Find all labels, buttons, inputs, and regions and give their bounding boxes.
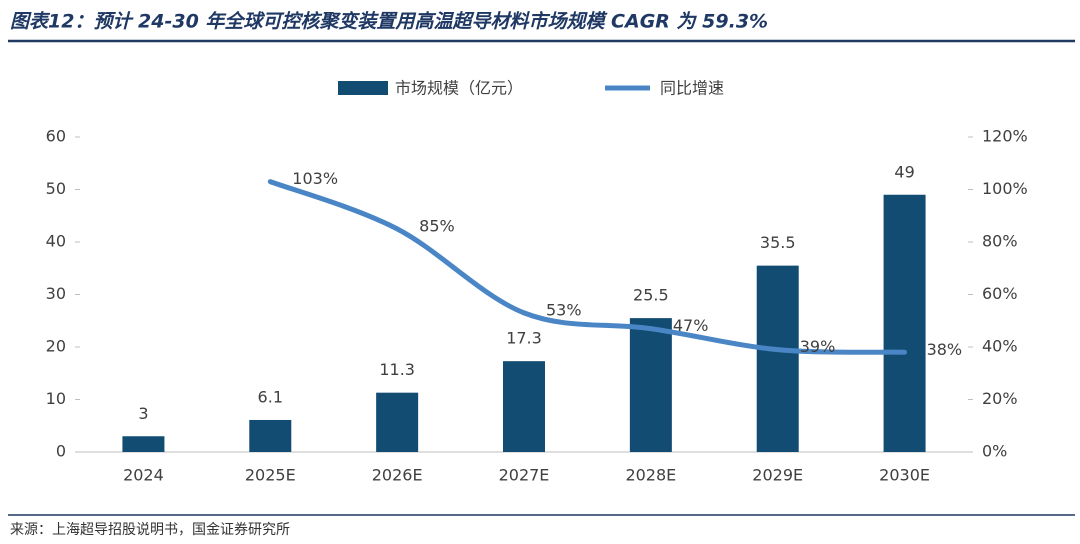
y-tick-label: 0 (56, 442, 66, 461)
x-tick-label: 2024 (123, 466, 164, 485)
line-value-label: 47% (673, 316, 709, 335)
y2-tick-label: 120% (982, 127, 1028, 146)
x-tick-label: 2029E (752, 466, 803, 485)
y2-tick-label: 100% (982, 179, 1028, 198)
y2-tick-label: 80% (982, 232, 1018, 251)
x-tick-label: 2030E (879, 466, 930, 485)
bar (376, 392, 419, 452)
y-tick-label: 40 (46, 232, 66, 251)
y-tick-label: 30 (46, 284, 66, 303)
y-tick-label: 50 (46, 179, 66, 198)
bar (249, 419, 292, 452)
bar-value-label: 35.5 (760, 233, 796, 252)
bar-value-label: 3 (138, 404, 148, 423)
bar-value-label: 49 (894, 162, 914, 181)
bar-value-label: 17.3 (506, 329, 542, 348)
y-tick-label: 20 (46, 337, 66, 356)
line-value-label: 53% (546, 300, 582, 319)
y2-tick-label: 40% (982, 337, 1018, 356)
line-value-label: 103% (292, 169, 338, 188)
legend-swatch (338, 81, 388, 95)
bar-value-label: 6.1 (258, 387, 283, 406)
line-value-label: 39% (800, 337, 836, 356)
y2-tick-label: 0% (982, 442, 1007, 461)
chart-title: 图表12：预计 24-30 年全球可控核聚变装置用高温超导材料市场规模 CAGR… (10, 11, 768, 33)
x-tick-label: 2026E (372, 466, 423, 485)
legend-label: 同比增速 (660, 79, 724, 98)
source-note: 来源：上海超导招股说明书，国金证券研究所 (10, 522, 290, 538)
bar (122, 436, 165, 452)
x-tick-label: 2027E (499, 466, 550, 485)
bar (883, 194, 926, 452)
growth-line (267, 179, 908, 355)
bar (629, 318, 672, 452)
x-tick-label: 2028E (625, 466, 676, 485)
x-tick-label: 2025E (245, 466, 296, 485)
y2-tick-label: 20% (982, 389, 1018, 408)
y2-tick-label: 60% (982, 284, 1018, 303)
bar (503, 361, 545, 452)
bar (756, 265, 799, 452)
bar-value-label: 25.5 (633, 286, 669, 305)
line-value-label: 38% (927, 340, 963, 359)
y-tick-label: 10 (46, 389, 66, 408)
bar-value-label: 11.3 (379, 360, 415, 379)
line-value-label: 85% (419, 216, 455, 235)
legend-label: 市场规模（亿元） (395, 79, 523, 98)
y-tick-label: 60 (46, 127, 66, 146)
